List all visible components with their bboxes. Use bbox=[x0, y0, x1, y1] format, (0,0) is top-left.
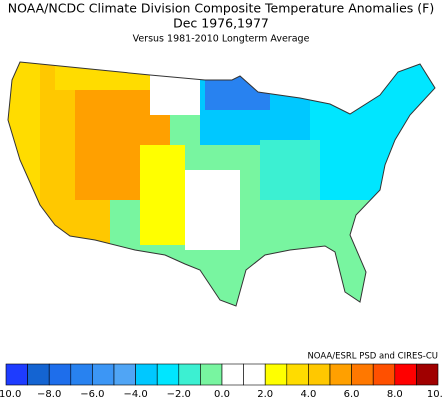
colorbar-swatch bbox=[27, 363, 50, 386]
colorbar-swatch bbox=[308, 363, 331, 386]
colorbar-swatch bbox=[200, 363, 223, 386]
colorbar-swatch bbox=[221, 363, 244, 386]
colorbar-swatch bbox=[243, 363, 266, 386]
colorbar-label: 6.0 bbox=[344, 389, 360, 400]
us-outline bbox=[7, 61, 436, 307]
colorbar-label: −4.0 bbox=[123, 389, 147, 400]
colorbar-swatch bbox=[286, 363, 309, 386]
colorbar-swatch bbox=[394, 363, 417, 386]
colorbar-swatch bbox=[48, 363, 72, 386]
period: Dec 1976,1977 bbox=[173, 16, 269, 31]
colorbar-swatch bbox=[113, 363, 136, 386]
colorbar-label: 8.0 bbox=[387, 389, 403, 400]
colorbar-label: −2.0 bbox=[167, 389, 191, 400]
colorbar-swatch bbox=[351, 363, 374, 386]
colorbar-label: 4.0 bbox=[300, 389, 316, 400]
colorbar-swatch bbox=[329, 363, 352, 386]
colorbar-swatch bbox=[92, 363, 115, 386]
colorbar-swatch bbox=[156, 363, 180, 386]
us-map bbox=[8, 62, 435, 306]
colorbar-swatch bbox=[372, 363, 396, 386]
colorbar-label: 0.0 bbox=[214, 389, 230, 400]
colorbar: −10.0 −8.0 −6.0 −4.0 −2.0 0.0 2.0 4.0 6.0 8.0 10.0 bbox=[0, 363, 443, 400]
colorbar-label: 2.0 bbox=[257, 389, 273, 400]
title: NOAA/NCDC Climate Division Composite Tem… bbox=[8, 1, 434, 16]
colorbar-label: −8.0 bbox=[37, 389, 61, 400]
colorbar-label: 10.0 bbox=[427, 389, 443, 400]
colorbar-swatch bbox=[70, 363, 93, 386]
colorbar-swatch bbox=[416, 363, 439, 386]
colorbar-label: −10.0 bbox=[0, 389, 21, 400]
subtitle: Versus 1981-2010 Longterm Average bbox=[133, 34, 310, 45]
colorbar-label: −6.0 bbox=[80, 389, 104, 400]
colorbar-swatch bbox=[5, 363, 28, 386]
credit: NOAA/ESRL PSD and CIRES-CU bbox=[307, 352, 438, 362]
colorbar-swatch bbox=[178, 363, 201, 386]
colorbar-swatch bbox=[264, 363, 288, 386]
colorbar-swatch bbox=[135, 363, 158, 386]
